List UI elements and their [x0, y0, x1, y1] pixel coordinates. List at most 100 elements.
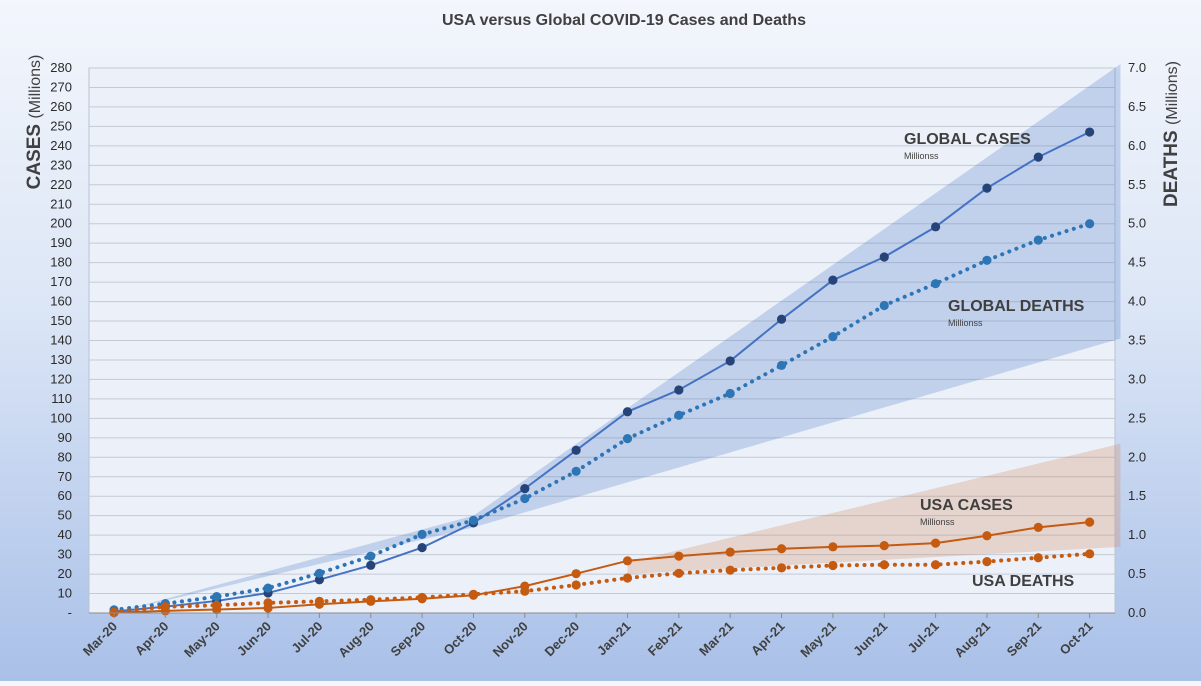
- point-usa-deaths: [725, 565, 735, 575]
- x-tick-label: Oct-21: [1057, 619, 1096, 658]
- gridlines: [89, 67, 1115, 595]
- annotation-usa-cases-unit: Millionss: [920, 517, 955, 527]
- right-tick-label: 0.5: [1128, 566, 1146, 581]
- point-usa-deaths: [879, 560, 889, 570]
- series-line-usa-cases: [113, 521, 1090, 614]
- right-tick-label: 5.5: [1128, 177, 1146, 192]
- right-axis-title-unit: (Millions): [1164, 61, 1181, 125]
- point-usa-deaths: [520, 586, 530, 596]
- point-global-cases: [776, 314, 787, 324]
- point-global-deaths: [828, 332, 838, 342]
- point-usa-deaths: [417, 592, 427, 603]
- point-usa-deaths: [674, 568, 684, 578]
- left-tick-label: 130: [50, 352, 72, 367]
- point-global-deaths: [417, 529, 427, 539]
- right-tick-label: 6.0: [1128, 138, 1146, 153]
- x-tick-label: May-21: [797, 619, 839, 661]
- right-tick-label: 1.5: [1128, 488, 1146, 503]
- x-tick-label: Jun-21: [850, 619, 890, 659]
- left-tick-label: 30: [58, 547, 72, 562]
- x-tick-label: Dec-20: [542, 619, 583, 660]
- point-global-deaths: [982, 255, 992, 265]
- point-global-cases: [674, 385, 684, 395]
- right-tick-label: 2.5: [1128, 410, 1146, 425]
- annotation-usa-deaths: USA DEATHS: [972, 573, 1075, 590]
- right-tick-label: 2.0: [1128, 449, 1146, 464]
- point-usa-cases: [1085, 517, 1095, 527]
- point-global-deaths: [931, 279, 941, 289]
- x-tick-label: Apr-21: [748, 619, 788, 659]
- left-tick-label: 170: [50, 274, 72, 289]
- point-usa-deaths: [982, 557, 992, 567]
- left-tick-label: 70: [58, 469, 72, 484]
- series-line-usa-deaths: [112, 551, 1092, 615]
- point-usa-deaths: [776, 563, 787, 573]
- right-tick-label: 3.0: [1128, 371, 1146, 386]
- left-tick-label: 40: [58, 527, 72, 542]
- point-usa-cases: [725, 547, 735, 557]
- left-tick-label: 190: [50, 235, 72, 250]
- point-usa-deaths: [366, 595, 376, 605]
- point-global-deaths: [263, 583, 273, 593]
- point-global-deaths: [879, 300, 889, 311]
- left-tick-label: 280: [50, 60, 72, 75]
- x-tick-label: Nov-20: [490, 619, 531, 660]
- left-tick-label: 50: [58, 508, 72, 523]
- left-axis-title-unit: (Millions): [27, 55, 44, 119]
- point-global-deaths: [468, 515, 479, 525]
- x-tick-label: Mar-20: [80, 619, 120, 659]
- annotation-global-cases-unit: Millionss: [904, 151, 939, 161]
- x-tick-label: Mar-21: [696, 619, 736, 659]
- point-global-cases: [366, 560, 376, 570]
- left-tick-label: 210: [50, 196, 72, 211]
- right-tick-label: 0.0: [1128, 605, 1146, 620]
- x-tick-label: Aug-21: [951, 619, 993, 661]
- x-tick-label: Jul-21: [905, 619, 942, 656]
- point-global-cases: [1085, 127, 1095, 137]
- point-global-deaths: [622, 434, 633, 444]
- confidence-bands: [114, 64, 1121, 613]
- point-usa-deaths: [1085, 549, 1095, 559]
- x-tick-label: Aug-20: [335, 619, 377, 661]
- point-global-deaths: [314, 568, 324, 578]
- left-tick-label: 80: [58, 449, 72, 464]
- point-usa-deaths: [1033, 553, 1043, 563]
- point-usa-cases: [931, 538, 941, 548]
- point-global-deaths: [366, 551, 376, 561]
- point-usa-cases: [571, 569, 581, 579]
- x-tick-label: Apr-20: [132, 619, 172, 659]
- left-tick-label: 230: [50, 157, 72, 172]
- left-tick-label: 180: [50, 255, 72, 270]
- x-tick-label: Jul-20: [288, 619, 325, 656]
- point-usa-cases: [776, 544, 787, 554]
- chart-title: USA versus Global COVID-19 Cases and Dea…: [442, 12, 806, 29]
- point-global-deaths: [674, 410, 684, 420]
- point-global-cases: [1033, 152, 1043, 162]
- left-tick-label: 260: [50, 99, 72, 114]
- right-tick-label: 5.0: [1128, 216, 1146, 231]
- x-tick-label: Sep-21: [1004, 619, 1045, 660]
- point-usa-deaths: [828, 560, 838, 571]
- left-tick-label: 220: [50, 177, 72, 192]
- x-tick-label: Oct-20: [440, 619, 479, 658]
- series-line-global-deaths: [112, 221, 1092, 612]
- series-line-global-cases: [113, 131, 1091, 613]
- left-tick-label: 60: [58, 488, 72, 503]
- right-tick-label: 4.5: [1128, 255, 1146, 270]
- point-global-deaths: [776, 360, 787, 371]
- left-tick-label: 150: [50, 313, 72, 328]
- x-tick-label: Feb-21: [645, 619, 685, 659]
- point-usa-deaths: [468, 589, 479, 599]
- point-usa-deaths: [314, 596, 324, 606]
- point-usa-cases: [674, 551, 684, 561]
- point-usa-deaths: [931, 560, 941, 570]
- left-tick-label: 120: [50, 371, 72, 386]
- right-tick-label: 1.0: [1128, 527, 1146, 542]
- left-axis-title: CASES (Millions): [24, 55, 45, 190]
- band-global: [114, 64, 1121, 613]
- point-usa-cases: [622, 556, 633, 566]
- right-tick-label: 4.0: [1128, 294, 1146, 309]
- left-tick-label: 90: [58, 430, 72, 445]
